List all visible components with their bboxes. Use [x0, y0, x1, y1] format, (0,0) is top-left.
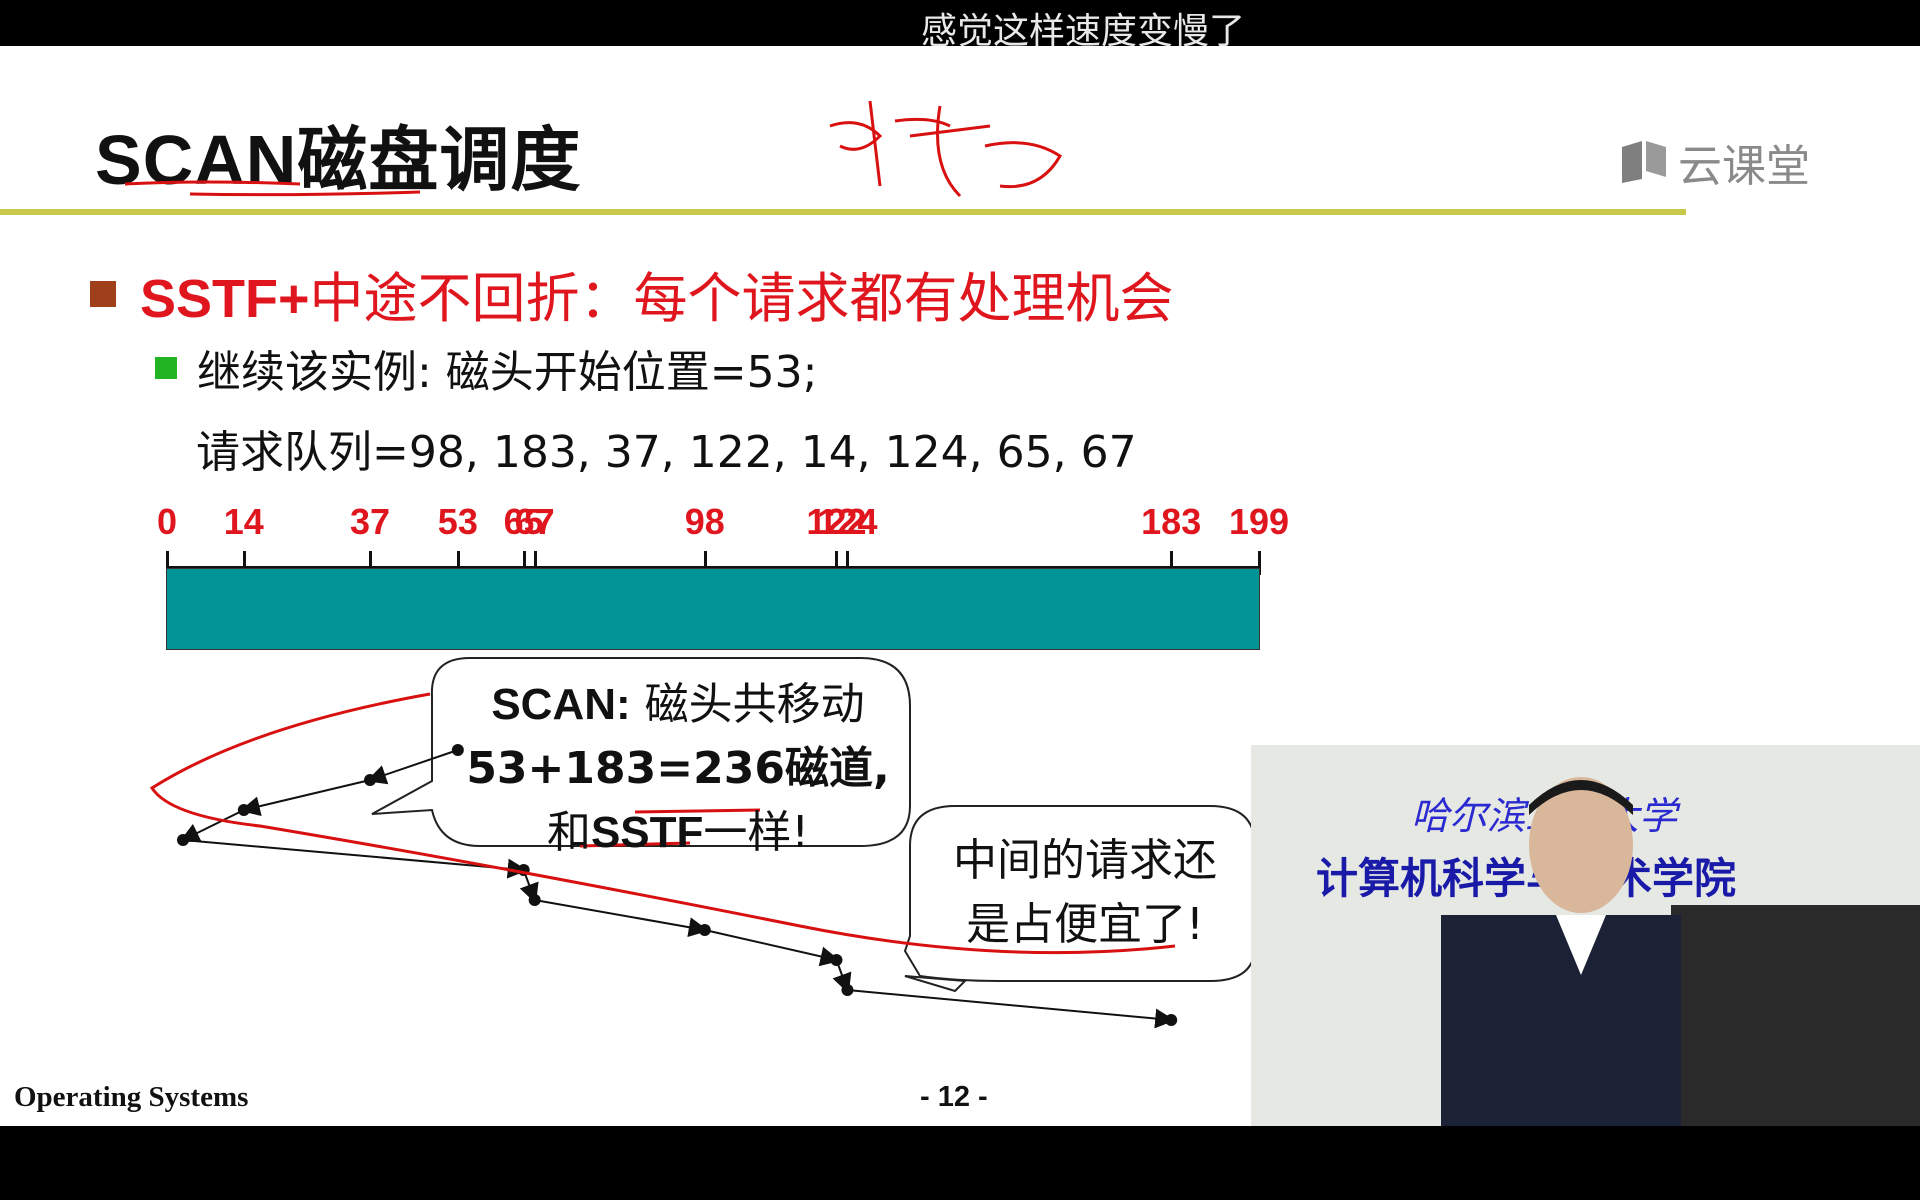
- tick-mark-67: [533, 551, 537, 575]
- bullet-sub-text: 继续该实例: 磁头开始位置=53;: [197, 347, 818, 398]
- callout-scan-l1: 磁头共移动: [630, 679, 865, 730]
- path-segment: [182, 839, 528, 879]
- monitor: [1671, 905, 1920, 1126]
- tick-label-122: 122: [806, 501, 867, 542]
- track-axis: 0 14 37 53 65 67 98 122 124 183 199: [0, 501, 1400, 611]
- head-stop-183: [1165, 1014, 1178, 1026]
- tick-mark-98: [703, 551, 707, 575]
- tick-label-98: 98: [684, 501, 725, 542]
- track-axis-line: [166, 566, 1260, 569]
- callout-middle-l1: 中间的请求还: [953, 835, 1217, 886]
- callout1-bubble: [371, 657, 911, 847]
- logo-text: 云课堂: [1678, 141, 1810, 192]
- tick-label-53: 53: [437, 501, 478, 542]
- callout-scan-label: SCAN:: [491, 680, 631, 729]
- lecturer-face: [1529, 777, 1633, 913]
- tick-label-37: 37: [350, 501, 391, 542]
- disk-track-bar: [166, 568, 1260, 650]
- lecturer-shirt: [1556, 915, 1606, 975]
- bottom-bar: [0, 1126, 1920, 1200]
- tick-label-65: 65: [503, 501, 544, 542]
- callout2-bubble: [903, 805, 1256, 982]
- tick-label-124: 124: [817, 501, 878, 542]
- bullet-main: SSTF+中途不回折：每个请求都有处理机会: [90, 254, 1174, 333]
- callout-middle-l2: 是占便宜了!: [966, 899, 1204, 950]
- lecturer-suit: [1441, 915, 1681, 1126]
- callout2-tail: [904, 975, 968, 993]
- bullet-square-icon: [90, 280, 116, 307]
- tick-label-0: 0: [156, 501, 178, 542]
- path-segment: [704, 929, 841, 967]
- head-movement-path: [149, 657, 1256, 1029]
- path-segment: [179, 809, 245, 842]
- callout-scan-l3b: SSTF: [590, 808, 704, 857]
- path-segment: [366, 749, 459, 785]
- yunketang-logo: 云课堂: [1620, 130, 1810, 194]
- subtitle-text: 感觉这样速度变慢了: [920, 11, 1245, 52]
- path-segment: [534, 899, 709, 938]
- callout-scan-l2: 53+183=236磁道,: [466, 743, 890, 794]
- book-icon: [1622, 141, 1666, 183]
- red-annotation-stroke: [149, 692, 1176, 955]
- tick-mark-37: [369, 551, 373, 575]
- bullet-sub-square-icon: [155, 357, 177, 379]
- request-queue-text: 请求队列=98, 183, 37, 122, 14, 124, 65, 67: [196, 427, 1137, 478]
- callout-scan-l3c: 一样!: [703, 807, 810, 858]
- title-underline: [124, 180, 421, 197]
- tick-mark-183: [1170, 551, 1174, 575]
- tick-mark-14: [242, 551, 246, 575]
- slide-title: SCAN磁盘调度: [95, 121, 582, 199]
- tick-mark-122: [835, 551, 839, 575]
- path-segment: [239, 779, 371, 817]
- callout-underline: [579, 808, 761, 848]
- tick-mark-65: [522, 551, 526, 575]
- lecturer-hair: [1529, 780, 1633, 815]
- handwriting-annotations: [124, 100, 1062, 198]
- tick-label-14: 14: [223, 501, 264, 542]
- tick-mark-0: [166, 551, 169, 575]
- tick-mark-124: [846, 551, 850, 575]
- handwritten-scribble: [829, 100, 1062, 198]
- callout-scan: SCAN: 磁头共移动 53+183=236磁道, 和SSTF一样!: [448, 668, 908, 860]
- bullet-sub: 继续该实例: 磁头开始位置=53;: [155, 336, 818, 400]
- tick-label-67: 67: [514, 501, 555, 542]
- tick-mark-53: [456, 551, 460, 575]
- slide: SCAN磁盘调度 云课堂 SSTF+中途不回折：每个请求都有处理机会 继续该实例…: [0, 46, 1920, 1126]
- tick-label-183: 183: [1141, 501, 1202, 542]
- footer-page-number: - 12 -: [920, 1081, 988, 1113]
- bullet-main-body: 中途不回折：每个请求都有处理机会: [309, 267, 1174, 330]
- video-dept-sign: 计算机科学与技术学院: [1316, 854, 1737, 903]
- title-divider: [0, 209, 1686, 215]
- lecturer-figure: [1441, 777, 1920, 1126]
- lecturer-video: 哈尔滨工业大学 计算机科学与技术学院: [1251, 745, 1920, 1126]
- footer-course: Operating Systems: [14, 1081, 249, 1113]
- callout-scan-l3a: 和: [546, 807, 591, 858]
- bullet-main-text: SSTF+中途不回折：每个请求都有处理机会: [140, 254, 1174, 333]
- subtitle-bar: 感觉这样速度变慢了: [0, 0, 1920, 52]
- tick-mark-199: [1258, 551, 1261, 575]
- callout-middle: 中间的请求还 是占便宜了!: [925, 824, 1245, 952]
- tick-label-199: 199: [1228, 501, 1290, 542]
- path-segment: [847, 989, 1176, 1029]
- bullet-main-prefix: SSTF+: [140, 269, 310, 329]
